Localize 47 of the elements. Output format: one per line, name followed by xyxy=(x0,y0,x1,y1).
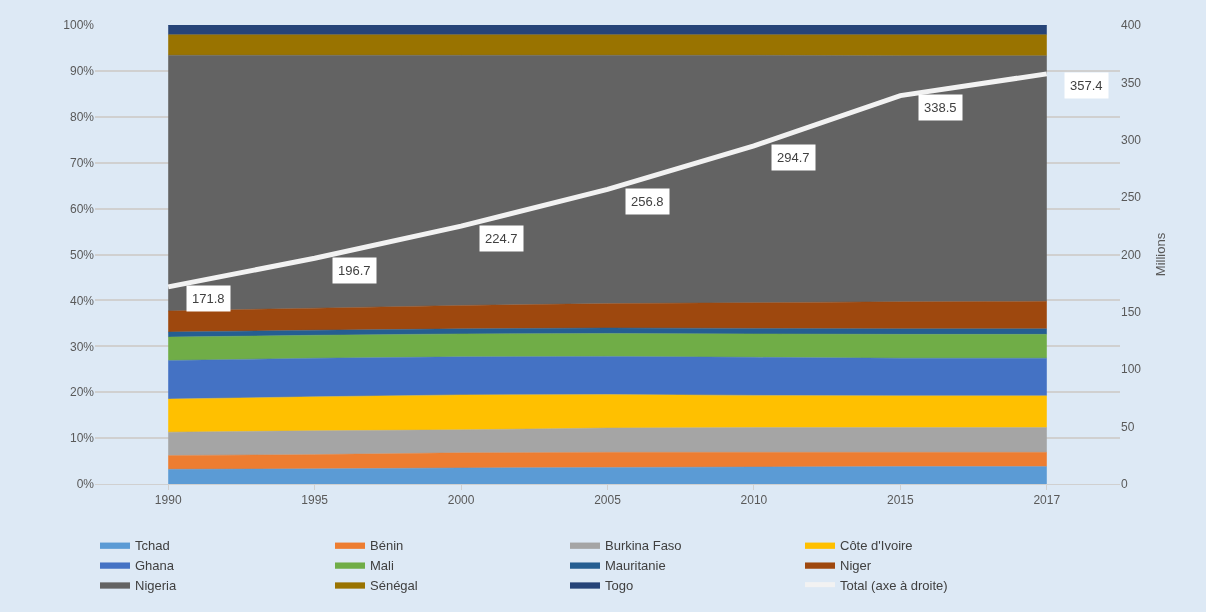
legend-label: Mauritanie xyxy=(605,557,666,573)
y-tick-label: 10% xyxy=(69,431,95,446)
y2-tick-label: 100 xyxy=(1121,362,1142,377)
legend-label: Nigeria xyxy=(135,577,177,593)
y2-tick-label: 50 xyxy=(1121,419,1135,434)
legend-label: Côte d'Ivoire xyxy=(840,537,913,553)
y2-tick-label: 0 xyxy=(1121,477,1128,492)
y-tick-label: 70% xyxy=(69,155,95,170)
data-label: 357.4 xyxy=(1070,78,1103,93)
y-tick-label: 40% xyxy=(69,293,95,308)
y-tick-label: 100% xyxy=(63,18,95,33)
y2-axis-title: Millions xyxy=(1152,232,1168,277)
y-tick-label: 50% xyxy=(69,247,95,262)
legend-label: Bénin xyxy=(370,537,404,553)
y2-tick-label: 300 xyxy=(1121,132,1142,147)
data-label: 224.7 xyxy=(485,231,518,246)
y-tick-label: 30% xyxy=(69,339,95,354)
y2-tick-label: 250 xyxy=(1121,190,1142,205)
x-tick-label: 2017 xyxy=(1033,493,1061,508)
data-label: 256.8 xyxy=(631,194,664,209)
y-tick-label: 0% xyxy=(76,477,95,492)
x-tick-label: 2005 xyxy=(594,493,622,508)
y2-tick-label: 350 xyxy=(1121,75,1142,90)
legend-label: Tchad xyxy=(135,537,170,553)
legend-label: Ghana xyxy=(135,557,175,573)
y2-tick-label: 400 xyxy=(1121,18,1142,33)
legend-label: Niger xyxy=(840,557,872,573)
y2-tick-label: 200 xyxy=(1121,247,1142,262)
x-tick-label: 1990 xyxy=(154,493,182,508)
y-tick-label: 60% xyxy=(69,201,95,216)
x-tick-label: 2015 xyxy=(887,493,915,508)
x-tick-label: 2000 xyxy=(447,493,475,508)
legend-label: Togo xyxy=(605,577,634,593)
data-label: 171.8 xyxy=(192,291,225,306)
data-label: 294.7 xyxy=(777,150,810,165)
y-tick-label: 80% xyxy=(69,110,95,124)
legend-label: Total (axe à droite) xyxy=(840,577,948,593)
legend-label: Sénégal xyxy=(370,577,418,593)
y2-tick-label: 150 xyxy=(1121,305,1142,320)
legend-label: Mali xyxy=(370,557,394,573)
y-tick-label: 20% xyxy=(69,385,95,400)
legend-label: Burkina Faso xyxy=(605,537,682,553)
x-tick-label: 1995 xyxy=(301,493,329,508)
data-label: 338.5 xyxy=(924,100,957,115)
x-tick-label: 2010 xyxy=(740,493,768,508)
data-label: 196.7 xyxy=(338,263,371,278)
y-tick-label: 90% xyxy=(69,64,95,79)
